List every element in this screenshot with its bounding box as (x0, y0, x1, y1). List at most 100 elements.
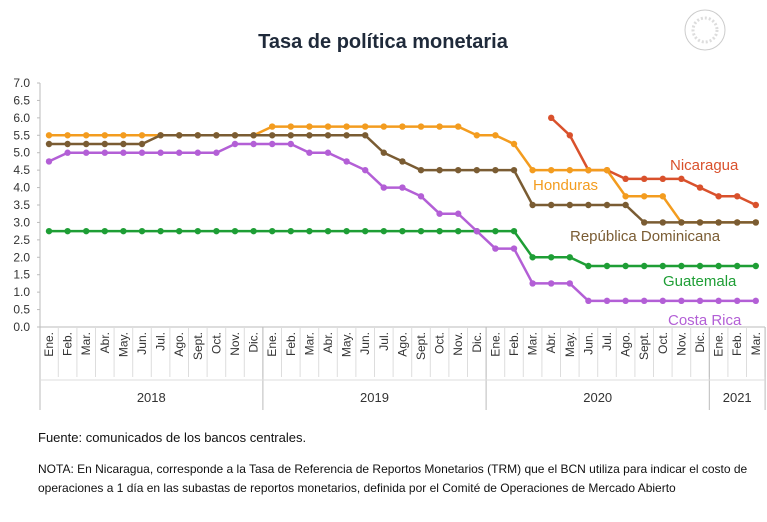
y-tick-label: 7.0 (13, 76, 30, 90)
x-tick-label: Abr. (544, 332, 558, 353)
point (641, 175, 648, 183)
group-label: 2021 (723, 390, 752, 405)
point (622, 193, 629, 200)
point (455, 123, 462, 130)
y-tick-label: 3.5 (13, 198, 30, 212)
point (715, 262, 722, 270)
point (548, 254, 555, 261)
point (287, 132, 294, 139)
point (380, 123, 387, 130)
chart-title: Tasa de política monetaria (258, 31, 509, 53)
point (641, 193, 648, 200)
point (101, 140, 109, 148)
point (585, 262, 592, 270)
point (120, 140, 127, 148)
x-tick-label: Ago. (619, 332, 633, 357)
point (548, 114, 555, 122)
x-tick-label: Dic. (247, 332, 261, 353)
x-tick-label: Mar. (302, 332, 316, 355)
source: Fuente: comunicados de los bancos centra… (38, 430, 307, 445)
point (176, 149, 183, 156)
point (436, 166, 443, 174)
point (510, 245, 518, 252)
point (492, 166, 499, 174)
point (659, 193, 666, 200)
x-tick-label: Mar. (526, 332, 540, 355)
point (45, 158, 53, 165)
x-tick-label: Oct. (656, 332, 670, 354)
x-tick-label: Mar. (79, 332, 93, 355)
point (362, 227, 369, 235)
point (678, 175, 685, 183)
point (603, 297, 611, 305)
point (64, 140, 71, 148)
point (343, 123, 350, 130)
point (659, 262, 666, 270)
point (603, 166, 611, 174)
point (120, 132, 127, 139)
point (417, 193, 425, 200)
logo (684, 9, 726, 51)
point (678, 262, 685, 270)
point (287, 227, 294, 235)
point (622, 262, 629, 270)
point (343, 132, 350, 139)
point (715, 219, 722, 226)
point (138, 149, 146, 156)
y-tick-label: 5.5 (13, 128, 30, 142)
point (306, 149, 313, 156)
point (101, 132, 109, 139)
x-tick-label: Nov. (228, 332, 242, 356)
point (585, 297, 592, 305)
group-label: 2020 (583, 390, 612, 405)
point (399, 158, 406, 165)
y-tick-label: 3.0 (13, 215, 30, 229)
point (529, 254, 536, 261)
x-tick-label: Nov. (451, 332, 465, 356)
x-tick-label: Nov. (674, 332, 688, 356)
point (324, 123, 332, 130)
point (287, 140, 294, 148)
point (324, 132, 332, 139)
point (455, 210, 462, 217)
point (213, 132, 220, 139)
y-tick-label: 4.0 (13, 181, 30, 195)
point (231, 132, 239, 139)
point (287, 123, 294, 130)
point (157, 132, 164, 139)
x-tick-label: Jul. (377, 332, 391, 351)
point (45, 140, 53, 148)
x-tick-label: Feb. (61, 332, 75, 356)
point (231, 227, 239, 235)
point (622, 201, 629, 209)
point (399, 123, 406, 130)
x-tick-label: Dic. (693, 332, 707, 353)
point (566, 132, 573, 139)
point (529, 201, 536, 209)
point (269, 227, 276, 235)
point (436, 227, 443, 235)
series-label: República Dominicana (570, 228, 721, 245)
point (473, 227, 480, 235)
point (231, 140, 239, 148)
point (492, 132, 499, 139)
x-tick-label: Ene. (265, 332, 279, 357)
point (362, 166, 369, 174)
x-tick-label: Sept. (637, 332, 651, 360)
x-tick-label: Jul. (600, 332, 614, 351)
point (752, 201, 759, 209)
point (399, 184, 406, 191)
y-tick-label: 6.5 (13, 93, 30, 107)
point (510, 227, 518, 235)
x-tick-label: Feb. (730, 332, 744, 356)
point (250, 227, 257, 235)
x-tick-label: Feb. (284, 332, 298, 356)
y-tick-label: 1.5 (13, 268, 30, 282)
x-tick-label: Jun. (358, 332, 372, 355)
x-tick-label: Ago. (395, 332, 409, 357)
point (213, 149, 220, 156)
x-tick-label: Sept. (414, 332, 428, 360)
x-tick-label: Sept. (191, 332, 205, 360)
point (752, 262, 759, 270)
